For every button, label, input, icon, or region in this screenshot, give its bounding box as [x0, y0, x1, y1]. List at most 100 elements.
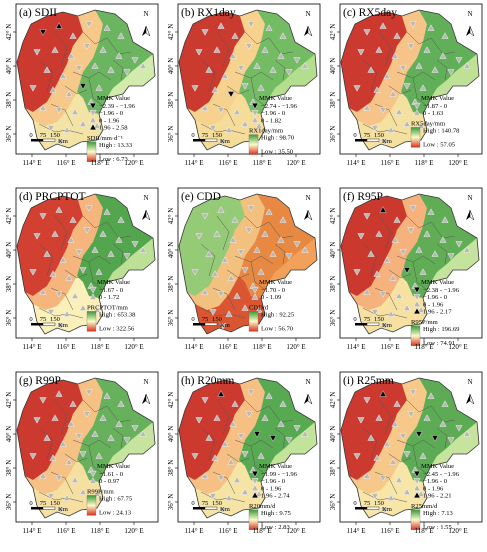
station-marker	[39, 104, 47, 111]
station-marker	[423, 414, 431, 421]
station-marker	[367, 66, 375, 73]
station-marker	[39, 213, 47, 220]
station-marker	[55, 390, 63, 397]
station-marker	[391, 52, 399, 59]
station-marker	[99, 46, 107, 53]
station-marker	[255, 490, 263, 497]
station-marker	[209, 125, 217, 132]
station-marker	[399, 433, 407, 440]
scale-bar-unit: Km	[382, 506, 393, 513]
station-marker	[57, 507, 65, 514]
mmk-legend-down-grey-icon	[89, 470, 97, 478]
station-marker	[379, 291, 387, 298]
panel-title: (h) R20mm	[181, 375, 234, 387]
district-border	[374, 287, 398, 311]
mmk-legend-down-grey-icon	[251, 286, 259, 294]
station-marker	[241, 83, 249, 90]
mmk-legend-range: 0 - 1.96	[261, 485, 282, 492]
station-marker	[79, 120, 87, 127]
colorbar-label: SDII/mm·d⁻¹	[87, 135, 123, 142]
colorbar-low: Low : 35.50	[261, 149, 294, 156]
mmk-legend-up-black-icon	[413, 491, 421, 499]
mmk-legend-range: −1.99 - −1.96	[261, 471, 298, 478]
province-outline	[16, 377, 156, 519]
colorbar	[248, 509, 259, 530]
mmk-legend-down-black-icon	[251, 102, 259, 110]
station-marker	[381, 139, 389, 146]
lat-tick-label: 36° N	[329, 310, 337, 327]
station-marker	[373, 270, 381, 277]
station-marker	[423, 230, 431, 237]
district-border	[378, 215, 392, 251]
station-marker	[375, 414, 383, 421]
lon-tick-label: 116° E	[380, 343, 399, 351]
lon-tick-label: 116° E	[380, 527, 399, 535]
lat-tick-label: 38° N	[5, 276, 13, 293]
district-border	[88, 261, 104, 291]
colorbar-low: Low : 322.56	[99, 325, 135, 332]
station-marker	[55, 291, 63, 298]
district-border	[112, 59, 124, 81]
station-marker	[29, 453, 37, 460]
district-border	[38, 307, 84, 319]
station-marker	[211, 454, 219, 461]
district-border	[406, 215, 432, 229]
station-marker	[95, 452, 103, 459]
lon-tick-label: 120° E	[448, 159, 467, 167]
panel-title: (c) RX5day	[343, 7, 397, 19]
station-marker	[301, 430, 309, 437]
station-marker	[51, 46, 59, 53]
lon-tick-label: 118° E	[414, 159, 433, 167]
station-marker	[131, 57, 139, 64]
lat-tick-label: 40° N	[329, 242, 337, 259]
colorbar-label: CDD/d	[249, 304, 269, 311]
station-significant-marker	[253, 431, 261, 438]
lat-tick-label: 40° N	[5, 242, 13, 259]
district-border	[50, 471, 74, 495]
scale-bar-unit: Km	[220, 506, 231, 513]
lon-tick-label: 118° E	[252, 343, 271, 351]
region-center	[195, 194, 265, 310]
station-marker	[409, 205, 417, 212]
station-marker	[285, 69, 293, 76]
region-east	[401, 194, 479, 298]
colorbar-low: Low : 2.83	[261, 524, 290, 531]
scale-bar-unit: Km	[58, 138, 69, 145]
lon-tick-label: 116° E	[218, 527, 237, 535]
station-marker	[65, 274, 73, 281]
district-border	[72, 439, 112, 449]
station-marker	[245, 43, 253, 50]
scale-bar-tick: 150	[374, 316, 385, 323]
district-border	[396, 439, 436, 449]
station-marker	[95, 268, 103, 275]
station-marker	[191, 453, 199, 460]
province-outline	[340, 9, 480, 151]
mmk-legend-up-grey-icon	[413, 484, 421, 491]
colorbar	[86, 141, 97, 162]
lon-tick-label: 116° E	[218, 343, 237, 351]
station-marker	[301, 62, 309, 69]
station-marker	[217, 107, 225, 114]
district-border	[234, 255, 274, 265]
district-border	[244, 399, 270, 413]
station-marker	[71, 476, 79, 483]
station-marker	[47, 125, 55, 132]
station-marker	[91, 246, 99, 253]
station-marker	[43, 250, 51, 257]
station-significant-marker	[431, 435, 439, 442]
station-marker	[399, 65, 407, 72]
mmk-legend-up-grey-icon	[413, 109, 421, 116]
lon-tick-label: 114° E	[184, 159, 203, 167]
region-center	[357, 10, 427, 126]
station-marker	[427, 208, 435, 215]
district-border	[250, 261, 266, 291]
lon-tick-label: 120° E	[448, 343, 467, 351]
mmk-legend-range: −1.67 - 0	[99, 287, 124, 294]
region-south	[357, 276, 427, 334]
station-marker	[79, 451, 87, 458]
colorbar-label: R20mm/d	[249, 503, 276, 510]
station-marker	[301, 246, 309, 253]
district-border	[200, 307, 246, 319]
lat-tick-label: 36° N	[329, 126, 337, 143]
